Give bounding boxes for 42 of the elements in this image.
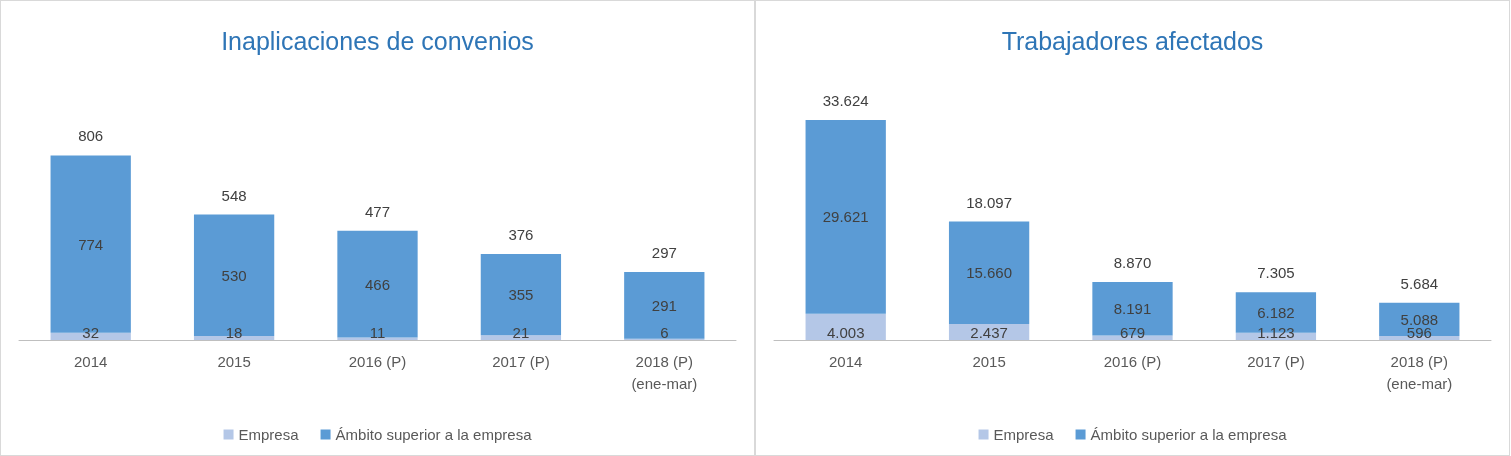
data-label: 8.191 [1113,300,1152,318]
x-tick-label: 2017 (P) [492,352,550,370]
total-label: 8.870 [1113,253,1152,271]
data-label: 530 [221,266,247,284]
x-tick-label: 2014 [829,352,863,370]
data-label: 774 [78,235,104,253]
total-label: 477 [364,202,391,220]
total-label: 7.305 [1257,264,1295,282]
x-tick-label: 2018 (P) (ene-mar) [631,352,698,392]
data-label: 1.123 [1257,324,1295,341]
data-label: 5.088 [1400,310,1439,328]
data-label: 355 [508,286,534,304]
data-label: 15.660 [966,264,1013,282]
data-label: 6.182 [1257,303,1295,321]
legend-label: Ámbito superior a la empresa [1090,426,1288,443]
x-tick-label: 2015 [972,352,1006,370]
total-label: 548 [221,186,247,204]
legend-label: Empresa [993,426,1055,443]
data-label: 11 [369,324,386,341]
total-label: 33.624 [822,92,869,109]
legend-label: Empresa [238,426,300,443]
total-label: 806 [78,127,104,145]
data-label: 6 [660,324,669,341]
x-tick-label: 2014 [74,352,108,370]
data-label: 291 [651,296,677,314]
x-tick-label: 2018 (P) (ene-mar) [1386,352,1453,392]
data-label: 2.437 [970,324,1008,341]
total-label: 5.684 [1400,274,1439,292]
total-label: 18.097 [966,193,1013,211]
x-tick-label: 2016 (P) [348,352,407,370]
total-label: 297 [651,243,677,261]
x-tick-label: 2015 [217,352,251,370]
data-label: 29.621 [822,208,869,226]
data-label: 4.003 [826,324,865,341]
x-tick-label: 2017 (P) [1247,352,1305,370]
data-label: 32 [82,324,100,341]
x-tick-label: 2016 (P) [1103,352,1162,370]
data-label: 466 [364,275,391,293]
chart-title: Trabajadores afectados [1001,26,1264,55]
legend-label: Ámbito superior a la empresa [335,426,533,443]
total-label: 376 [508,225,534,243]
chart-title: Inaplicaciones de convenios [221,26,534,55]
